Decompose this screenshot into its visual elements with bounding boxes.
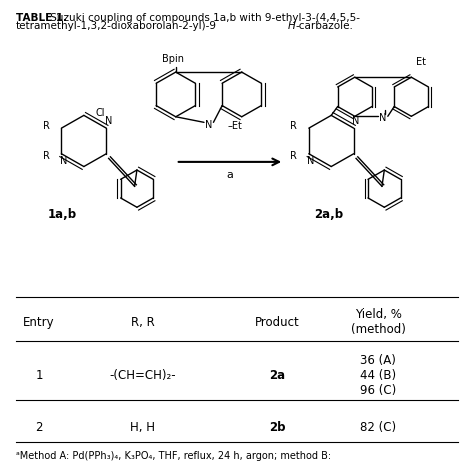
Text: Product: Product (255, 316, 300, 329)
Text: Suzuki coupling of compounds 1a,b with 9-ethyl-3-(4,4,5,5-: Suzuki coupling of compounds 1a,b with 9… (47, 13, 360, 23)
Text: tetramethyl-1,3,2-dioxaborolan-2-yl)-9: tetramethyl-1,3,2-dioxaborolan-2-yl)-9 (16, 21, 217, 31)
Text: N: N (60, 156, 67, 166)
Text: N: N (379, 113, 387, 123)
Text: N: N (308, 156, 315, 166)
Text: Bpin: Bpin (163, 54, 184, 64)
Text: R: R (43, 151, 50, 161)
Text: Entry: Entry (23, 316, 55, 329)
Text: 82 (C): 82 (C) (360, 421, 396, 433)
Text: R: R (43, 121, 50, 131)
Text: N: N (205, 120, 212, 130)
Text: 2: 2 (36, 421, 43, 433)
Text: H: H (288, 21, 296, 31)
Text: Et: Et (416, 57, 426, 66)
Text: TABLE 1.: TABLE 1. (16, 13, 67, 23)
Text: –Et: –Et (228, 121, 242, 131)
Text: R, R: R, R (131, 316, 155, 329)
Text: 1: 1 (36, 369, 43, 382)
Text: 2b: 2b (269, 421, 285, 433)
Text: N: N (352, 116, 360, 126)
Text: Yield, %
(method): Yield, % (method) (351, 308, 406, 336)
Text: 2a,b: 2a,b (314, 208, 344, 221)
Text: 36 (A)
44 (B)
96 (C): 36 (A) 44 (B) 96 (C) (360, 354, 396, 397)
Text: -carbazole.: -carbazole. (295, 21, 353, 31)
Text: 2a: 2a (269, 369, 285, 382)
Text: a: a (227, 170, 233, 180)
Text: R: R (290, 121, 297, 131)
Text: ᵃMethod A: Pd(PPh₃)₄, K₃PO₄, THF, reflux, 24 h, argon; method B:: ᵃMethod A: Pd(PPh₃)₄, K₃PO₄, THF, reflux… (16, 451, 331, 461)
Text: Cl: Cl (96, 108, 105, 118)
Text: 1a,b: 1a,b (48, 208, 77, 221)
Text: R: R (290, 151, 297, 161)
Text: N: N (105, 116, 112, 126)
Text: H, H: H, H (130, 421, 155, 433)
Text: -(CH=CH)₂-: -(CH=CH)₂- (109, 369, 176, 382)
